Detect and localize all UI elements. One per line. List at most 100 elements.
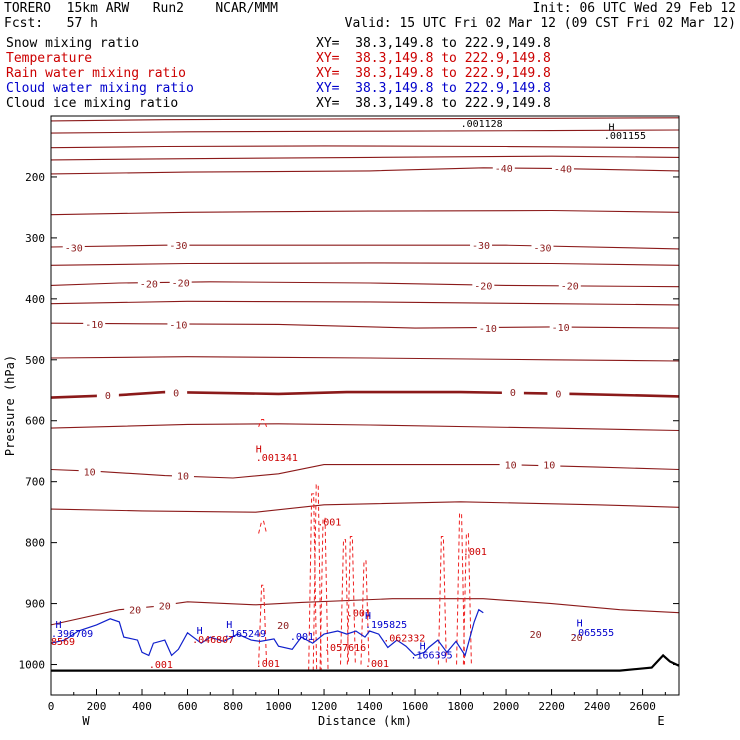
max-annotation: H — [365, 611, 371, 622]
isotherm-label-bg — [549, 320, 572, 332]
isotherm-label-bg — [153, 599, 176, 611]
isotherm-line — [50, 356, 680, 362]
isotherm-line — [50, 209, 680, 216]
isotherm-label: 10 — [84, 467, 96, 478]
x-tick-label: 1400 — [356, 700, 383, 713]
isotherm-line — [50, 390, 680, 399]
y-tick-label: 600 — [25, 415, 45, 428]
isotherm-line — [50, 322, 680, 329]
isotherm-label: 20 — [129, 606, 141, 617]
x-axis-label: Distance (km) — [318, 714, 412, 728]
isotherm-label: 10 — [177, 472, 189, 483]
x-tick-label: 1200 — [311, 700, 338, 713]
isotherm-line — [50, 244, 680, 250]
isotherm-label-bg — [137, 277, 160, 289]
y-tick-label: 700 — [25, 476, 45, 489]
max-annotation: .001 — [256, 659, 280, 670]
isotherm-label-bg — [499, 458, 522, 470]
isotherm-label-bg — [171, 469, 194, 481]
isotherm-label-bg — [551, 162, 574, 174]
max-annotation: .062332 — [383, 633, 425, 644]
isotherm-line — [50, 262, 680, 266]
rain-contour — [360, 560, 370, 665]
max-annotation: .001 — [347, 608, 371, 619]
field-xy-range: XY= 38.3,149.8 to 222.9,149.8 — [316, 36, 551, 51]
x-tick-label: 1600 — [402, 700, 429, 713]
field-xy-range: XY= 38.3,149.8 to 222.9,149.8 — [316, 96, 551, 111]
max-annotation: .001341 — [256, 453, 298, 464]
max-annotation: .001 — [149, 660, 173, 671]
isotherm-label-bg — [538, 458, 561, 470]
rain-contour — [456, 512, 466, 665]
isotherm-line — [50, 129, 680, 134]
isotherm-label: -10 — [85, 320, 103, 331]
field-name: Cloud ice mixing ratio — [6, 96, 179, 111]
terrain-surface — [51, 653, 680, 672]
rain-contour — [258, 520, 268, 534]
max-annotation: .001155 — [604, 131, 646, 142]
field-name: Snow mixing ratio — [6, 36, 140, 51]
y-tick-label: 400 — [25, 293, 45, 306]
y-tick-label: 200 — [25, 171, 45, 184]
isotherm-label: -40 — [495, 164, 513, 175]
isotherm-line — [50, 155, 680, 161]
isotherm-label: -20 — [561, 281, 579, 292]
max-annotation: .046807 — [192, 635, 234, 646]
isotherm-label-bg — [470, 239, 493, 251]
x-tick-label: 600 — [178, 700, 198, 713]
field-xy-range: XY= 38.3,149.8 to 222.9,149.8 — [316, 51, 551, 66]
isotherm-label-bg — [167, 239, 190, 251]
y-tick-label: 800 — [25, 537, 45, 550]
isotherm-label: 10 — [543, 461, 555, 472]
max-annotation: .001 — [463, 547, 487, 558]
init-time: Init: 06 UTC Wed 29 Feb 12 — [532, 1, 737, 16]
forecast-hour: Fcst: 57 h — [4, 16, 98, 31]
isotherm-label: 20 — [530, 630, 542, 641]
isotherm-label-bg — [524, 628, 547, 640]
max-annotation: .057616 — [324, 643, 366, 654]
x-tick-label: 800 — [223, 700, 243, 713]
west-end-label: W — [82, 714, 90, 728]
y-tick-label: 500 — [25, 354, 45, 367]
max-annotation: H — [56, 620, 62, 631]
isotherm-label: 20 — [277, 621, 289, 632]
max-annotation: H — [608, 123, 614, 134]
valid-time: Valid: 15 UTC Fri 02 Mar 12 (09 CST Fri … — [344, 16, 736, 31]
max-annotation: 8569 — [51, 637, 75, 648]
y-tick-label: 300 — [25, 232, 45, 245]
x-tick-label: 2600 — [629, 700, 656, 713]
x-tick-label: 0 — [48, 700, 55, 713]
max-annotation: .001 — [317, 518, 341, 529]
max-annotation: .165249 — [224, 629, 266, 640]
max-annotation: H — [197, 626, 203, 637]
isotherm-line — [50, 281, 680, 288]
isotherm-label-bg — [83, 317, 106, 329]
field-name: Temperature — [6, 51, 93, 66]
isotherm-label-bg — [124, 603, 147, 615]
y-tick-label: 900 — [25, 598, 45, 611]
isotherm-label-bg — [472, 279, 495, 291]
max-annotation: .195825 — [365, 620, 407, 631]
east-end-label: E — [657, 714, 664, 728]
field-name: Cloud water mixing ratio — [6, 81, 194, 96]
rain-contour — [308, 493, 318, 671]
isotherm-label-bg — [476, 322, 499, 334]
max-annotation: .166395 — [411, 650, 453, 661]
isotherm-label: -10 — [479, 324, 497, 335]
x-tick-label: 2400 — [584, 700, 611, 713]
isotherm-label: -20 — [172, 278, 190, 289]
max-annotation: H — [577, 619, 583, 630]
isotherm-label: -30 — [533, 244, 551, 255]
isotherm-label-bg — [78, 465, 101, 477]
isotherm-line — [50, 300, 680, 306]
isotherm-label: 0 — [510, 388, 516, 399]
rain-contour — [462, 532, 472, 665]
isotherm-label-bg — [165, 386, 188, 398]
isotherm-label-bg — [167, 318, 190, 330]
max-annotation: .001128 — [461, 119, 503, 130]
plot-frame — [50, 115, 680, 696]
isotherm-label-bg — [272, 618, 295, 630]
isotherm-label-bg — [492, 161, 515, 173]
isotherm-label: -30 — [472, 241, 490, 252]
